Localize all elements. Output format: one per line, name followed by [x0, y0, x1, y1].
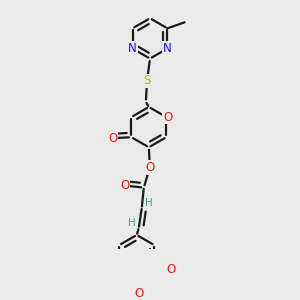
Text: O: O: [134, 287, 143, 300]
Text: H: H: [145, 198, 153, 208]
Text: O: O: [145, 161, 154, 174]
Text: S: S: [143, 74, 151, 87]
Text: N: N: [163, 42, 172, 55]
Text: O: O: [120, 179, 129, 192]
Text: O: O: [167, 263, 176, 276]
Text: O: O: [163, 110, 172, 124]
Text: O: O: [109, 132, 118, 145]
Text: H: H: [128, 218, 136, 228]
Text: N: N: [128, 42, 137, 55]
